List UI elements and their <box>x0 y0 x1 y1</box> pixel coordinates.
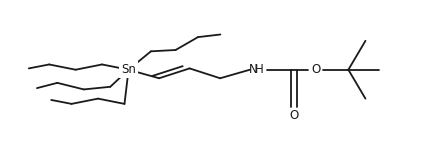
Text: Sn: Sn <box>121 63 136 76</box>
Text: O: O <box>311 63 321 76</box>
Text: H: H <box>254 63 263 76</box>
Text: N: N <box>249 63 258 76</box>
Text: O: O <box>289 109 298 122</box>
